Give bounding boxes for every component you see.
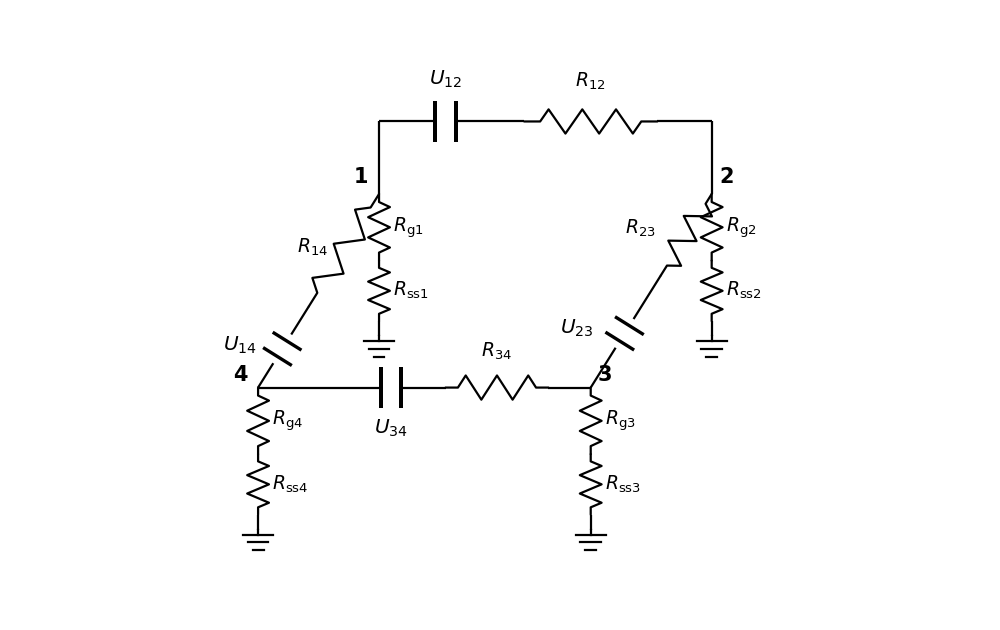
Text: 1: 1 (354, 167, 368, 186)
Text: $\mathit{R}_{\rm ss2}$: $\mathit{R}_{\rm ss2}$ (726, 280, 761, 302)
Text: $\mathit{R}_{\rm 12}$: $\mathit{R}_{\rm 12}$ (575, 71, 606, 93)
Text: $\mathit{R}_{14}$: $\mathit{R}_{14}$ (297, 236, 328, 258)
Text: $\mathit{R}_{\rm 34}$: $\mathit{R}_{\rm 34}$ (481, 341, 512, 362)
Text: $\mathit{R}_{\rm g3}$: $\mathit{R}_{\rm g3}$ (605, 409, 635, 433)
Text: $\mathit{R}_{\rm ss4}$: $\mathit{R}_{\rm ss4}$ (272, 474, 308, 495)
Text: $\mathit{U}_{\rm 34}$: $\mathit{U}_{\rm 34}$ (374, 418, 408, 439)
Text: $\mathit{R}_{23}$: $\mathit{R}_{23}$ (625, 218, 656, 239)
Text: $\mathit{R}_{\rm g1}$: $\mathit{R}_{\rm g1}$ (393, 215, 423, 239)
Text: $\mathit{R}_{\rm g4}$: $\mathit{R}_{\rm g4}$ (272, 409, 303, 433)
Text: $\mathit{R}_{\rm ss3}$: $\mathit{R}_{\rm ss3}$ (605, 474, 641, 495)
Text: 3: 3 (598, 365, 612, 384)
Text: $\mathit{R}_{\rm ss1}$: $\mathit{R}_{\rm ss1}$ (393, 280, 429, 302)
Text: 2: 2 (719, 167, 733, 186)
Text: $\mathit{U}_{\rm 12}$: $\mathit{U}_{\rm 12}$ (429, 69, 462, 90)
Text: $\mathit{U}_{14}$: $\mathit{U}_{14}$ (223, 335, 257, 357)
Text: 4: 4 (233, 365, 247, 384)
Text: $\mathit{U}_{23}$: $\mathit{U}_{23}$ (560, 318, 593, 339)
Text: $\mathit{R}_{\rm g2}$: $\mathit{R}_{\rm g2}$ (726, 215, 756, 239)
